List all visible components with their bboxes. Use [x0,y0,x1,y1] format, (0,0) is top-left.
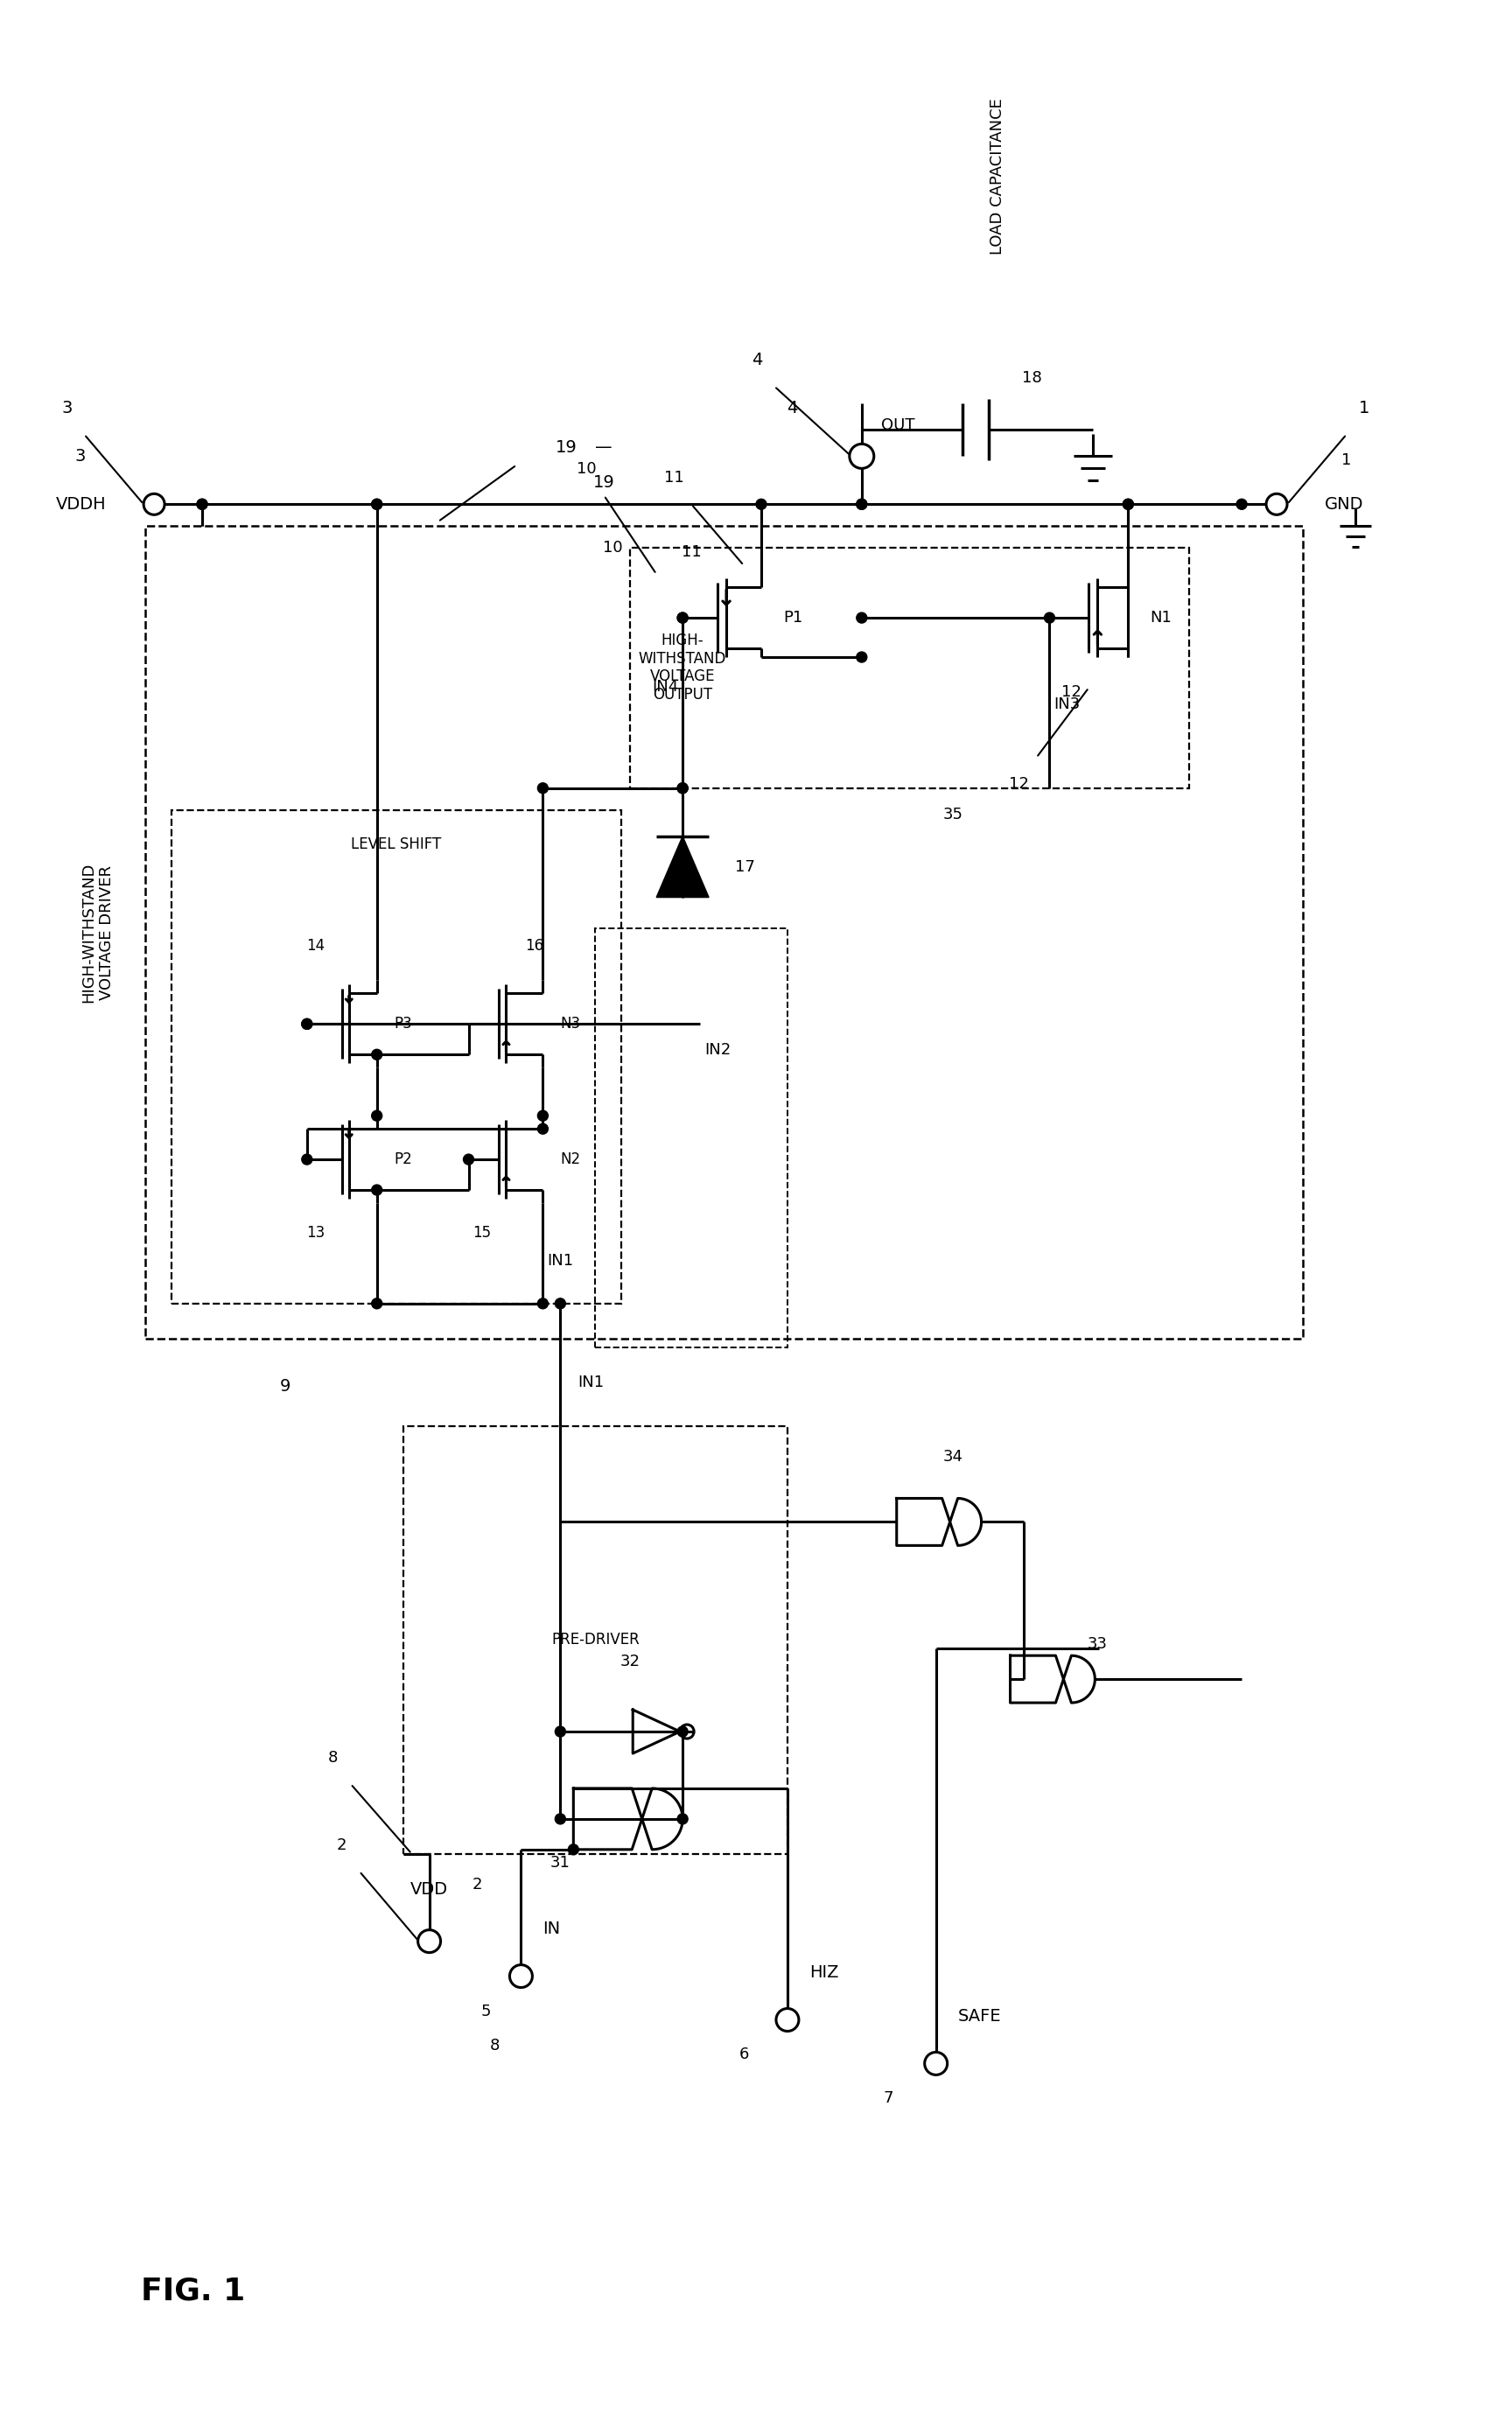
Circle shape [677,613,688,622]
Circle shape [302,1019,311,1029]
Text: N2: N2 [561,1152,581,1167]
Text: LOAD CAPACITANCE: LOAD CAPACITANCE [989,99,1005,254]
Text: 18: 18 [1022,370,1042,385]
Text: 4: 4 [751,351,762,368]
Text: 12: 12 [1009,775,1030,792]
Circle shape [1237,499,1247,508]
Text: OUT: OUT [881,419,915,433]
Text: IN4: IN4 [652,678,679,695]
Text: 11: 11 [664,470,683,487]
Circle shape [372,499,383,508]
Text: 5: 5 [481,2002,491,2019]
Text: N1: N1 [1151,610,1172,625]
Text: IN1: IN1 [578,1375,605,1390]
Text: 9: 9 [280,1378,290,1394]
Text: HIGH-WITHSTAND
VOLTAGE DRIVER: HIGH-WITHSTAND VOLTAGE DRIVER [80,862,115,1002]
Text: VDD: VDD [410,1881,448,1898]
Text: 3: 3 [74,448,85,465]
Polygon shape [656,835,709,898]
Text: IN: IN [543,1920,561,1937]
Text: GND: GND [1325,496,1364,513]
Text: N3: N3 [561,1017,581,1031]
Bar [631,547,1190,789]
Text: 8: 8 [328,1750,339,1765]
Circle shape [372,499,383,508]
Text: 15: 15 [472,1225,491,1240]
Text: VDDH: VDDH [56,496,106,513]
Circle shape [302,1155,311,1165]
Text: P3: P3 [395,1017,413,1031]
Text: 35: 35 [943,806,963,823]
Text: 2: 2 [472,1876,482,1893]
Bar [596,927,788,1346]
Text: FIG. 1: FIG. 1 [141,2276,245,2305]
Circle shape [856,499,866,508]
Text: 13: 13 [307,1225,325,1240]
Text: 16: 16 [525,939,543,954]
Circle shape [756,499,767,508]
Circle shape [677,1813,688,1823]
Circle shape [538,1123,547,1133]
Circle shape [555,1813,565,1823]
Circle shape [302,1019,311,1029]
Circle shape [677,782,688,794]
Text: 1: 1 [1359,399,1370,416]
Text: LEVEL SHIFT: LEVEL SHIFT [351,835,442,852]
Text: 34: 34 [943,1448,963,1465]
Circle shape [569,1845,579,1854]
Circle shape [677,1726,688,1736]
Text: 32: 32 [620,1654,640,1670]
Circle shape [538,1298,547,1310]
Circle shape [372,1111,383,1121]
Text: HIZ: HIZ [809,1963,839,1980]
Text: 7: 7 [883,2092,894,2106]
Text: 17: 17 [735,859,754,874]
Text: —: — [596,438,612,455]
Text: 3: 3 [62,399,73,416]
Circle shape [677,782,688,794]
Circle shape [555,1726,565,1736]
Text: P2: P2 [395,1152,413,1167]
Text: 1: 1 [1341,453,1352,467]
Circle shape [538,782,547,794]
Text: 12: 12 [1061,685,1081,700]
Circle shape [1123,499,1134,508]
Text: IN1: IN1 [547,1252,573,1269]
Circle shape [372,1184,383,1196]
Bar [145,525,1303,1339]
Circle shape [555,1298,565,1310]
Text: 14: 14 [307,939,325,954]
Text: PRE-DRIVER: PRE-DRIVER [552,1632,640,1649]
Text: 11: 11 [682,545,702,559]
Circle shape [1123,499,1134,508]
Text: 19: 19 [593,475,615,491]
Circle shape [856,651,866,663]
Circle shape [1045,613,1055,622]
Text: P1: P1 [783,610,803,625]
Text: 10: 10 [603,540,623,557]
Circle shape [463,1155,473,1165]
Bar [404,1426,788,1854]
Text: IN3: IN3 [1054,697,1080,712]
Text: 6: 6 [739,2046,748,2063]
Text: 8: 8 [490,2038,500,2053]
Circle shape [538,1111,547,1121]
Circle shape [856,499,866,508]
Text: 4: 4 [786,399,797,416]
Text: 19: 19 [556,438,578,455]
Bar [171,811,621,1302]
Text: 2: 2 [337,1838,346,1852]
Circle shape [856,613,866,622]
Text: HIGH-
WITHSTAND
VOLTAGE
OUTPUT: HIGH- WITHSTAND VOLTAGE OUTPUT [638,632,727,702]
Circle shape [197,499,207,508]
Text: SAFE: SAFE [957,2007,1001,2024]
Text: 33: 33 [1087,1637,1108,1651]
Text: 31: 31 [550,1854,570,1871]
Text: 10: 10 [576,462,596,477]
Circle shape [372,1298,383,1310]
Text: IN2: IN2 [705,1043,730,1058]
Circle shape [372,1048,383,1060]
Circle shape [677,613,688,622]
Circle shape [197,499,207,508]
